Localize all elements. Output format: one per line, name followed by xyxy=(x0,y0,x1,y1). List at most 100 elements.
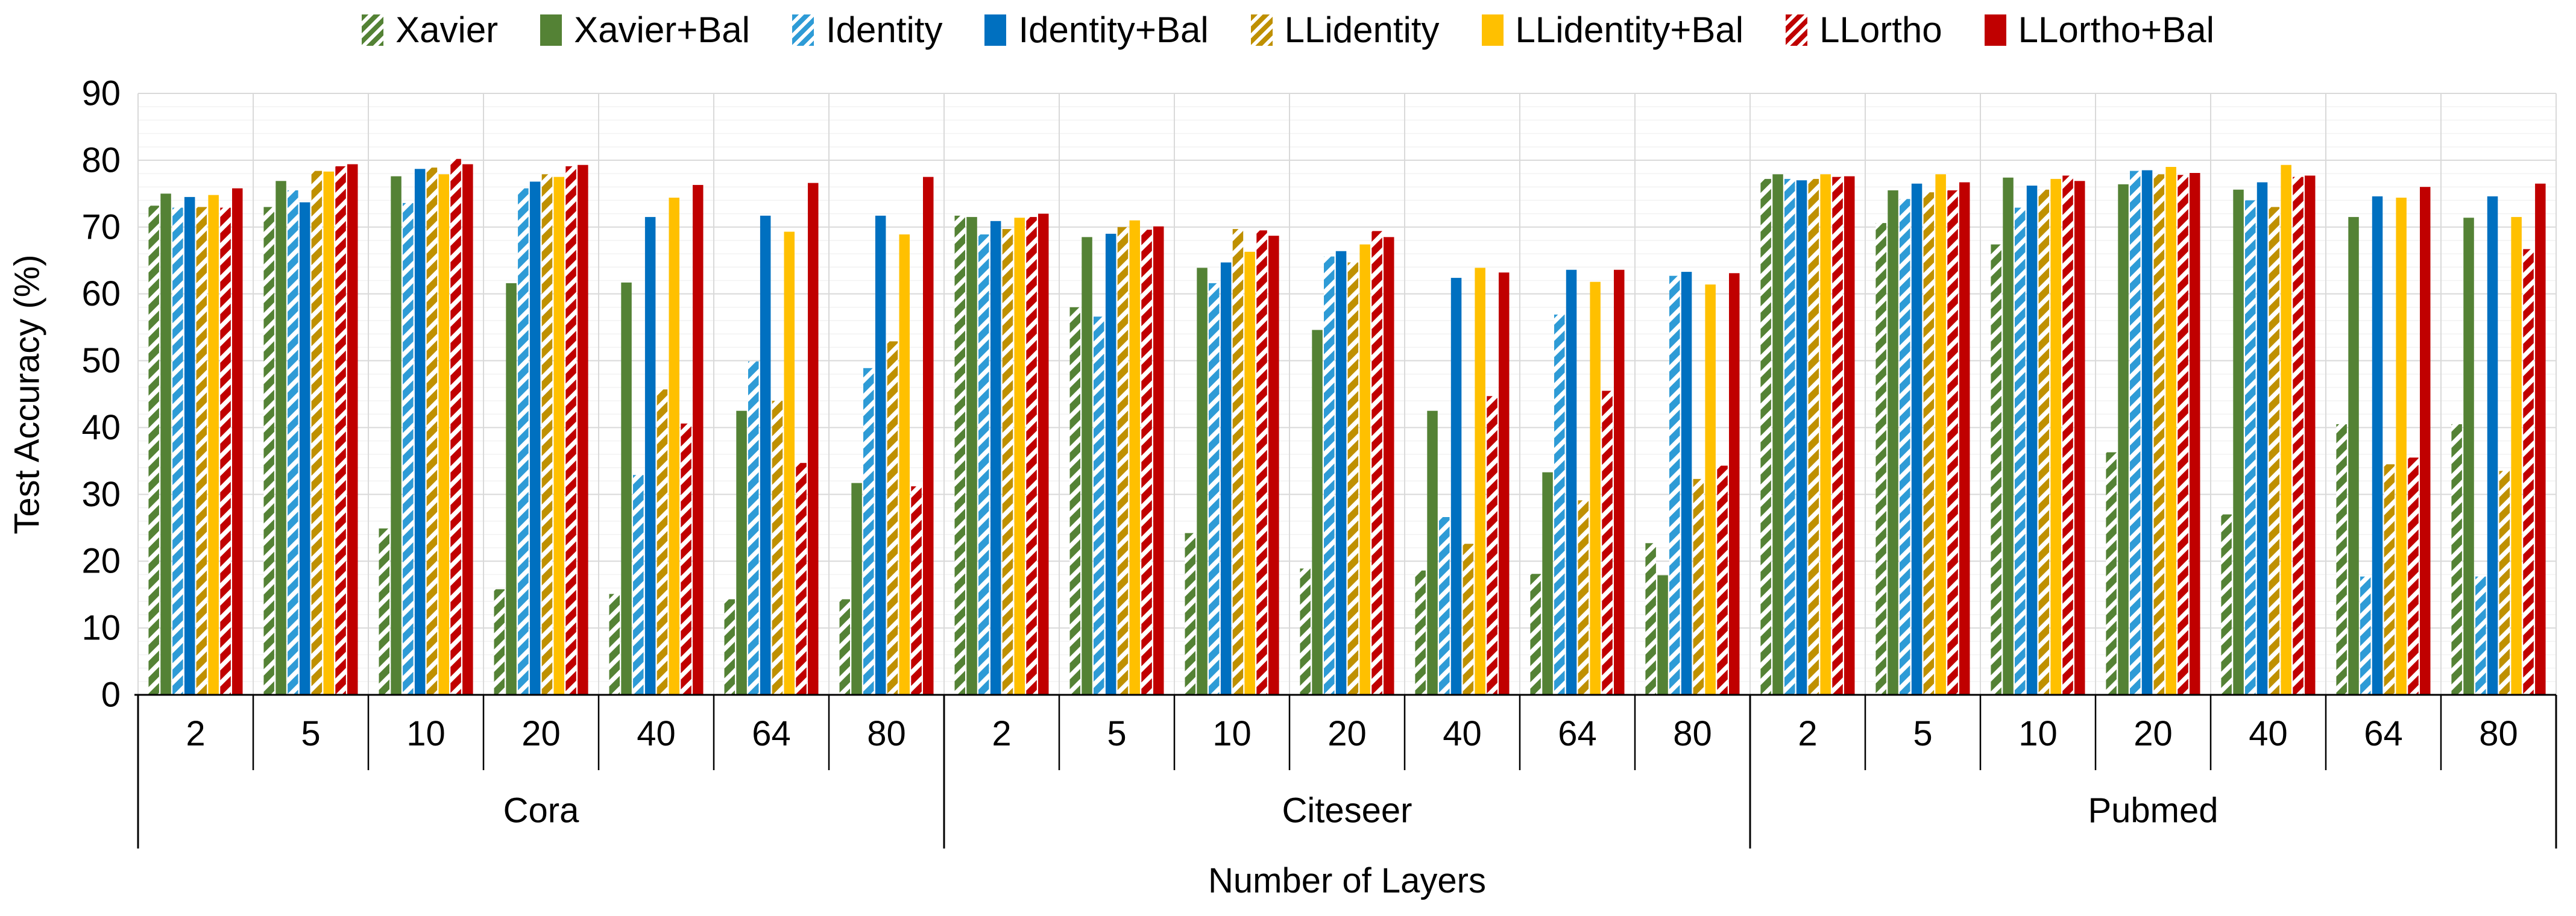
layer-tick-label-cora-80: 80 xyxy=(867,714,906,753)
chart-legend: Xavier Xavier+Bal Identity Identity+Bal LLid… xyxy=(0,5,2576,55)
bar-xavier-bal-pubmed-80 xyxy=(2463,218,2474,695)
bar-identity-bal-cora-40 xyxy=(644,217,656,695)
bar-llidentity-bal-cora-80 xyxy=(899,234,910,695)
bar-xavier-bal-pubmed-40 xyxy=(2233,189,2244,695)
layer-tick-label-pubmed-5: 5 xyxy=(1913,714,1932,753)
bar-xavier-bal-citeseer-10 xyxy=(1197,268,1208,695)
bar-llidentity-pubmed-64 xyxy=(2384,464,2395,695)
bar-llortho-cora-20 xyxy=(565,166,576,695)
legend-swatch-llidentity xyxy=(1250,14,1273,46)
bar-xavier-cora-20 xyxy=(494,589,505,695)
legend-label-llidentity-bal: LLidentity+Bal xyxy=(1515,10,1744,50)
y-tick-label-90: 90 xyxy=(81,74,121,113)
bar-llortho-pubmed-80 xyxy=(2523,249,2534,695)
bar-llortho-citeseer-10 xyxy=(1256,230,1267,695)
bar-llortho-cora-2 xyxy=(220,207,231,695)
layer-tick-label-pubmed-2: 2 xyxy=(1798,714,1817,753)
bar-identity-pubmed-80 xyxy=(2475,576,2486,695)
y-tick-label-30: 30 xyxy=(81,475,121,514)
bar-llidentity-cora-20 xyxy=(541,174,553,695)
bar-xavier-cora-80 xyxy=(839,599,850,695)
bar-identity-citeseer-40 xyxy=(1439,517,1450,695)
bar-llidentity-pubmed-20 xyxy=(2153,174,2165,695)
bar-llidentity-bal-pubmed-20 xyxy=(2165,167,2176,695)
bar-llortho-cora-5 xyxy=(335,166,346,695)
bar-llortho-bal-cora-5 xyxy=(347,164,358,695)
bar-llortho-bal-citeseer-80 xyxy=(1729,273,1740,695)
bar-llortho-citeseer-64 xyxy=(1602,391,1613,695)
legend-swatch-identity-bal xyxy=(984,14,1007,46)
bar-xavier-pubmed-5 xyxy=(1875,223,1886,695)
bar-llidentity-citeseer-80 xyxy=(1693,478,1704,695)
bar-xavier-bal-citeseer-2 xyxy=(966,217,977,695)
layer-tick-label-cora-10: 10 xyxy=(406,714,446,753)
bar-llortho-cora-40 xyxy=(681,423,691,695)
layer-tick-label-cora-5: 5 xyxy=(301,714,320,753)
bar-llortho-bal-pubmed-80 xyxy=(2535,183,2546,695)
bar-llidentity-cora-5 xyxy=(311,171,323,695)
bar-identity-cora-10 xyxy=(403,202,414,695)
legend-item-llidentity-bal: LLidentity+Bal xyxy=(1481,10,1744,50)
legend-item-identity-bal: Identity+Bal xyxy=(984,12,1209,48)
bar-xavier-bal-cora-20 xyxy=(506,283,517,695)
bar-llidentity-bal-cora-20 xyxy=(553,177,564,695)
bar-llidentity-bal-citeseer-20 xyxy=(1359,244,1370,695)
legend-label-identity: Identity xyxy=(826,10,943,50)
bar-xavier-pubmed-80 xyxy=(2451,424,2462,695)
bar-llidentity-bal-citeseer-5 xyxy=(1129,220,1140,695)
bar-identity-citeseer-10 xyxy=(1209,283,1220,695)
layer-tick-label-cora-64: 64 xyxy=(752,714,791,753)
bar-llidentity-bal-pubmed-2 xyxy=(1820,174,1831,695)
bar-xavier-bal-pubmed-64 xyxy=(2348,217,2359,695)
bar-xavier-citeseer-80 xyxy=(1645,543,1656,695)
y-tick-label-10: 10 xyxy=(81,609,121,648)
bar-llortho-pubmed-2 xyxy=(1832,177,1843,695)
bar-llidentity-bal-cora-5 xyxy=(323,171,334,695)
bar-llortho-bal-citeseer-5 xyxy=(1153,226,1164,695)
layer-tick-label-pubmed-10: 10 xyxy=(2018,714,2058,753)
bar-llortho-bal-cora-20 xyxy=(578,165,588,695)
bar-identity-pubmed-5 xyxy=(1900,199,1910,695)
bar-llortho-pubmed-5 xyxy=(1947,190,1958,695)
bar-xavier-cora-10 xyxy=(379,528,389,695)
bar-llortho-citeseer-5 xyxy=(1141,230,1152,695)
bar-llortho-pubmed-64 xyxy=(2408,457,2419,695)
bar-identity-bal-citeseer-80 xyxy=(1681,272,1692,695)
bar-identity-bal-cora-5 xyxy=(299,202,310,695)
bar-llortho-bal-pubmed-5 xyxy=(1959,182,1970,695)
bar-xavier-bal-cora-5 xyxy=(276,181,286,695)
bar-identity-citeseer-20 xyxy=(1324,256,1335,695)
legend-label-llortho: LLortho xyxy=(1819,10,1942,50)
layer-tick-label-cora-20: 20 xyxy=(521,714,561,753)
legend-swatch-llortho xyxy=(1786,14,1808,46)
legend-swatch-xavier xyxy=(362,14,384,46)
bar-llortho-cora-64 xyxy=(796,463,807,695)
bar-llortho-pubmed-10 xyxy=(2062,175,2073,695)
bar-identity-cora-5 xyxy=(288,190,298,695)
bar-xavier-bal-cora-2 xyxy=(160,193,171,695)
bar-llidentity-bal-pubmed-64 xyxy=(2396,198,2407,695)
bar-xavier-cora-5 xyxy=(263,207,274,695)
y-tick-label-70: 70 xyxy=(81,207,121,246)
legend-label-xavier-bal: Xavier+Bal xyxy=(574,10,750,50)
bar-xavier-citeseer-10 xyxy=(1185,533,1195,695)
bar-identity-bal-pubmed-80 xyxy=(2487,196,2498,695)
bar-identity-pubmed-20 xyxy=(2130,171,2141,695)
layer-tick-label-citeseer-5: 5 xyxy=(1107,714,1126,753)
bar-identity-bal-citeseer-20 xyxy=(1335,251,1347,695)
bar-llidentity-cora-40 xyxy=(657,389,668,695)
bar-identity-bal-cora-20 xyxy=(529,181,541,695)
bar-identity-bal-cora-2 xyxy=(184,196,195,695)
bar-llidentity-citeseer-2 xyxy=(1002,229,1013,695)
bar-llortho-cora-80 xyxy=(911,486,922,695)
bar-xavier-bal-citeseer-64 xyxy=(1542,472,1553,695)
bar-llidentity-bal-cora-64 xyxy=(784,231,795,695)
bar-llidentity-bal-citeseer-10 xyxy=(1244,251,1255,695)
bar-identity-pubmed-10 xyxy=(2015,207,2026,695)
bar-llidentity-citeseer-20 xyxy=(1347,262,1359,695)
bar-xavier-cora-64 xyxy=(724,599,735,695)
bar-llidentity-cora-2 xyxy=(196,207,207,695)
bar-xavier-cora-40 xyxy=(609,594,620,695)
legend-item-llortho: LLortho xyxy=(1786,12,1942,48)
dataset-label-citeseer: Citeseer xyxy=(1282,791,1412,830)
